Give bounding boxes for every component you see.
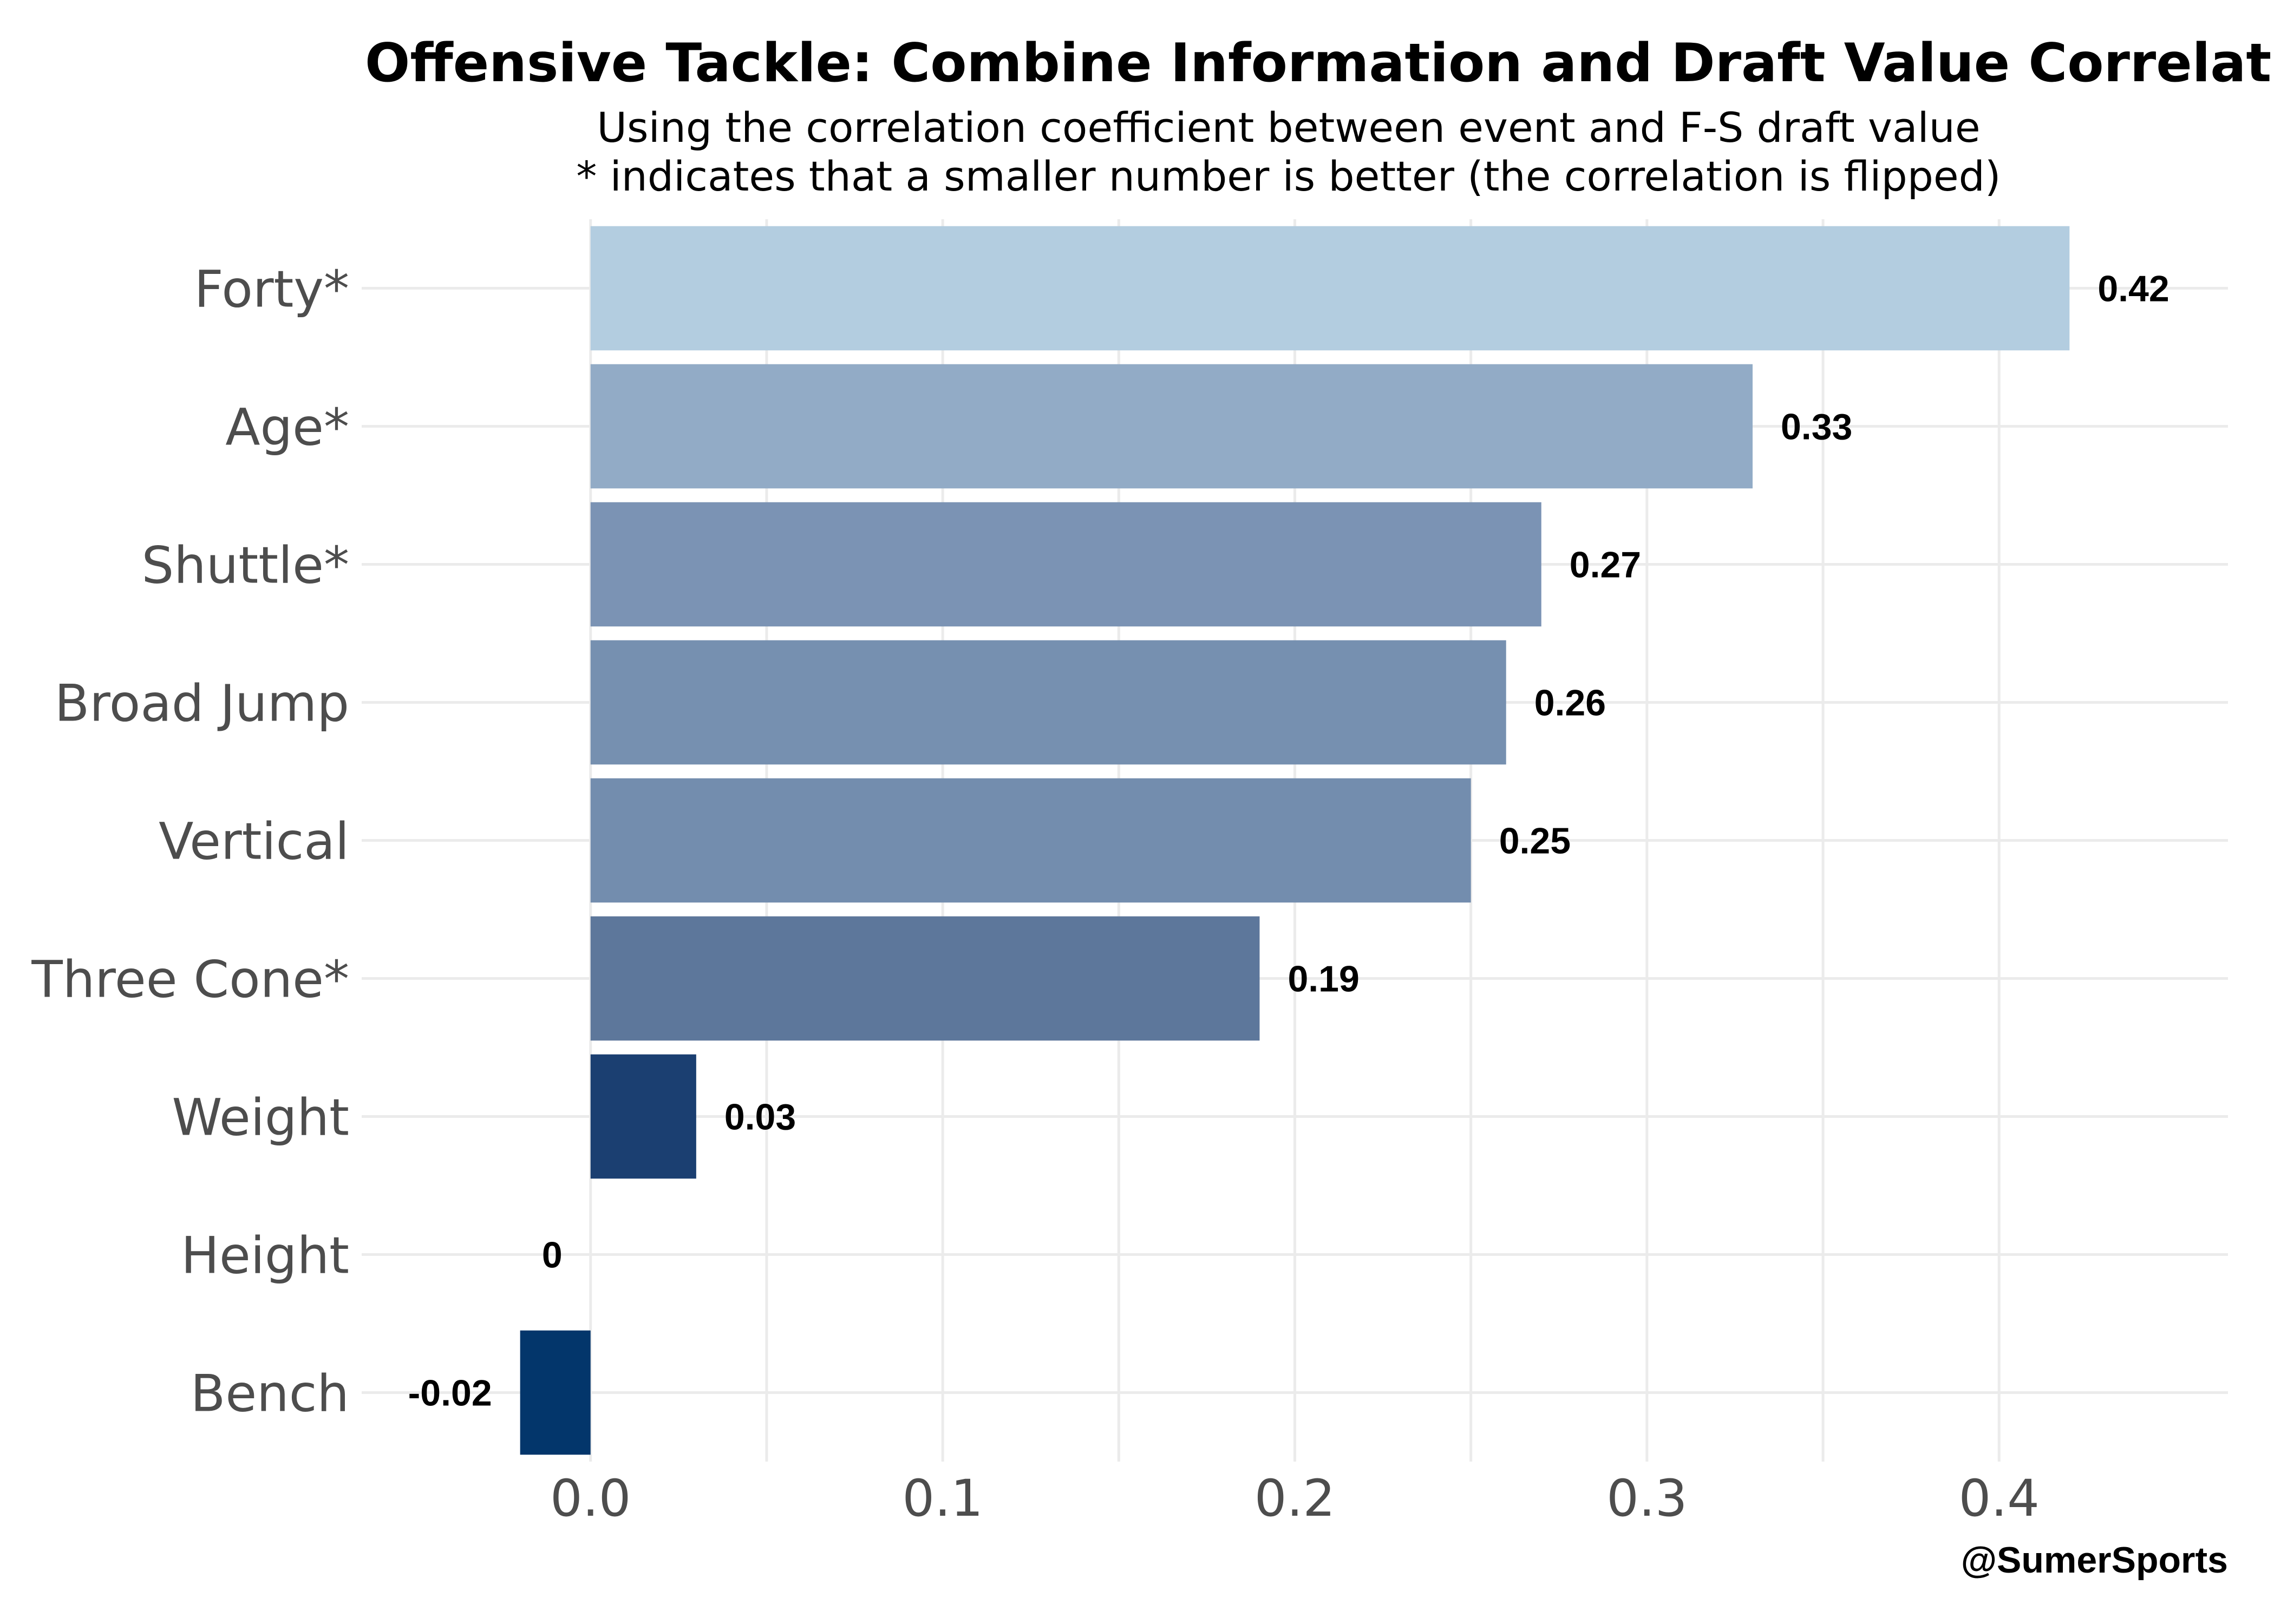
value-label-7: 0 (542, 1235, 563, 1276)
chart-subtitle-line-1: Using the correlation coefficient betwee… (597, 103, 1980, 152)
bar-6 (590, 1054, 696, 1179)
value-label-3: 0.26 (1534, 683, 1606, 724)
value-label-5: 0.19 (1288, 959, 1359, 1000)
category-labels: Forty* Age* Shuttle* Broad Jump Vertical Thre… (31, 260, 349, 1424)
x-tick-label-3: 0.3 (1606, 1469, 1688, 1528)
value-labels: 0.42 0.33 0.27 0.26 0.25 0.19 0.03 0 -0.02 (408, 269, 2170, 1414)
category-label-5: Three Cone* (31, 951, 349, 1010)
category-label-1: Age* (225, 398, 349, 457)
bar-0 (590, 226, 2070, 351)
bar-8 (520, 1330, 591, 1455)
value-label-1: 0.33 (1781, 407, 1852, 448)
x-axis-tick-labels: 0.0 0.1 0.2 0.3 0.4 (550, 1469, 2040, 1528)
bar-4 (590, 778, 1471, 903)
bar-3 (590, 640, 1506, 765)
category-label-3: Broad Jump (55, 675, 349, 734)
x-tick-label-1: 0.1 (902, 1469, 983, 1528)
value-label-2: 0.27 (1570, 545, 1641, 586)
category-label-6: Weight (172, 1089, 350, 1148)
category-label-7: Height (181, 1227, 349, 1286)
category-label-2: Shuttle* (142, 536, 349, 595)
bars (520, 226, 2070, 1455)
chart-subtitle-line-2: * indicates that a smaller number is bet… (576, 152, 2001, 200)
x-tick-label-2: 0.2 (1254, 1469, 1336, 1528)
x-tick-label-4: 0.4 (1959, 1469, 2040, 1528)
chart-title: Offensive Tackle: Combine Information an… (365, 32, 2274, 94)
credit-text: @SumerSports (1961, 1540, 2228, 1581)
value-label-8: -0.02 (408, 1373, 492, 1414)
value-label-6: 0.03 (724, 1097, 796, 1138)
x-tick-label-0: 0.0 (550, 1469, 631, 1528)
category-label-8: Bench (191, 1365, 349, 1424)
bar-1 (590, 364, 1753, 489)
value-label-4: 0.25 (1499, 821, 1571, 862)
category-label-4: Vertical (159, 813, 349, 872)
value-label-0: 0.42 (2097, 269, 2169, 310)
category-label-0: Forty* (194, 260, 349, 319)
bar-5 (590, 916, 1260, 1041)
bar-2 (590, 502, 1541, 627)
